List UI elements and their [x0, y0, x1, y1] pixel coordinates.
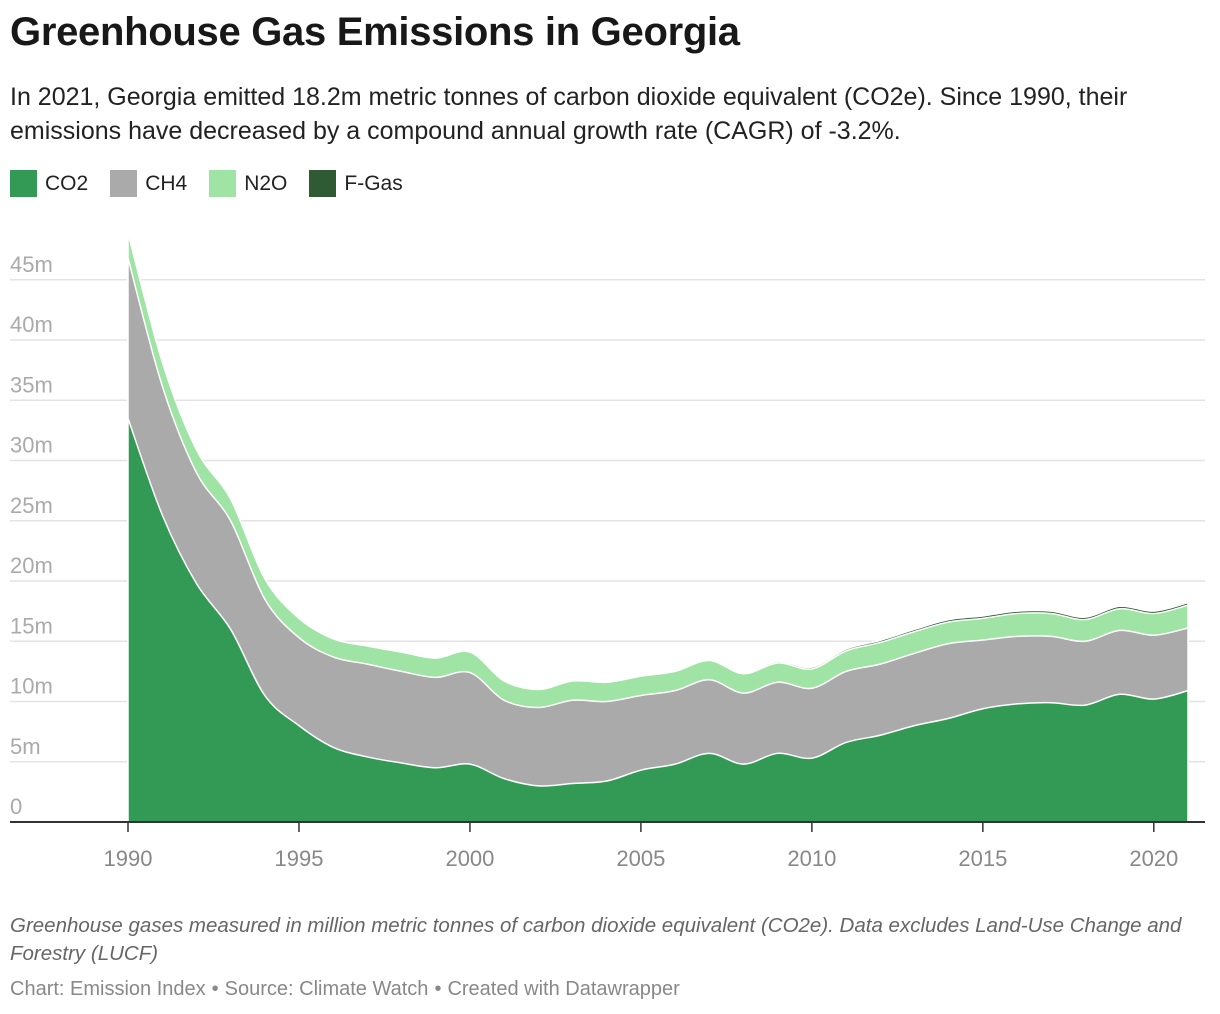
credit-separator: •	[434, 978, 442, 1000]
legend-swatch-n2o	[209, 170, 237, 197]
x-tick-label: 2010	[787, 846, 836, 871]
stacked-area-chart: 0 5m 10m 15m 20m 25m 30m 35m 40m 45m 1990 1995 2000 2…	[10, 232, 1205, 871]
y-tick-label: 10m	[10, 674, 53, 699]
credit-chart: Chart: Emission Index	[10, 978, 206, 1000]
y-tick-label: 35m	[10, 372, 53, 397]
credit-separator: •	[211, 978, 219, 1000]
legend-label-n2o: N2O	[244, 171, 288, 195]
x-tick-label: 2015	[958, 846, 1007, 871]
legend-item-co2: CO2	[10, 170, 88, 197]
legend-label-ch4: CH4	[145, 171, 188, 195]
y-tick-label: 40m	[10, 312, 53, 337]
credit-source: Source: Climate Watch	[224, 978, 429, 1000]
chart-credits: Chart: Emission Index • Source: Climate Wa…	[10, 978, 680, 1001]
y-tick-label: 0	[10, 794, 22, 819]
legend-label-co2: CO2	[45, 171, 89, 195]
y-tick-label: 25m	[10, 493, 53, 518]
legend-item-fgas: F-Gas	[309, 170, 403, 197]
x-tick-label: 2020	[1129, 846, 1178, 871]
legend-swatch-co2	[10, 170, 37, 197]
chart-subtitle: In 2021, Georgia emitted 18.2m metric to…	[10, 83, 1128, 145]
y-tick-label: 30m	[10, 433, 53, 458]
chart-title: Greenhouse Gas Emissions in Georgia	[10, 10, 740, 54]
legend: CO2 CH4 N2O F-Gas	[10, 170, 403, 197]
legend-item-ch4: CH4	[110, 170, 187, 197]
area-ch4	[127, 257, 1189, 823]
x-tick-label: 1990	[104, 846, 153, 871]
legend-swatch-ch4	[110, 170, 138, 197]
credit-created: Created with Datawrapper	[447, 978, 680, 1000]
legend-swatch-fgas	[309, 170, 337, 197]
legend-item-n2o: N2O	[209, 170, 287, 197]
area-co2	[127, 418, 1189, 823]
y-tick-label: 20m	[10, 553, 53, 578]
chart-notes: Greenhouse gases measured in million met…	[10, 914, 1182, 965]
legend-label-fgas: F-Gas	[344, 171, 403, 195]
x-tick-label: 1995	[274, 846, 323, 871]
y-tick-label: 45m	[10, 252, 53, 277]
y-tick-label: 15m	[10, 613, 53, 638]
y-tick-label: 5m	[10, 734, 41, 759]
x-tick-label: 2000	[445, 846, 494, 871]
x-tick-label: 2005	[616, 846, 665, 871]
